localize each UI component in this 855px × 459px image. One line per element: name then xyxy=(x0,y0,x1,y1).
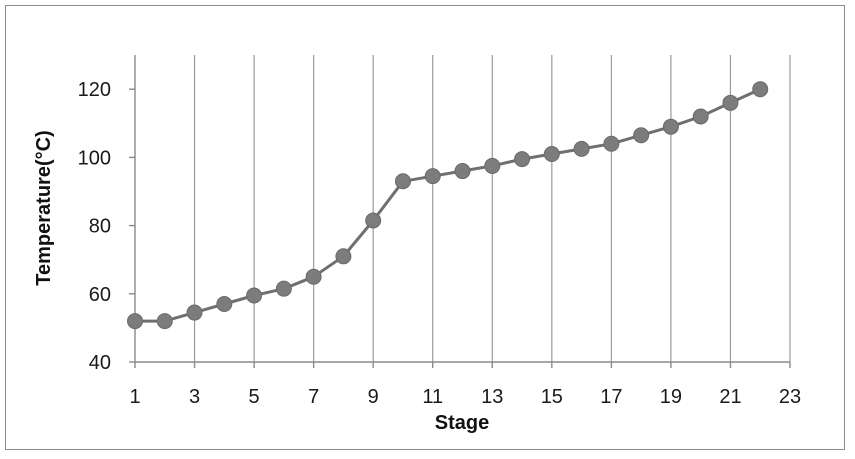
x-tick-label: 5 xyxy=(249,386,260,408)
axes xyxy=(129,55,791,368)
data-point xyxy=(633,127,650,144)
data-point xyxy=(752,81,769,98)
x-tick-label: 9 xyxy=(368,386,379,408)
data-point xyxy=(246,287,263,304)
data-point xyxy=(662,118,679,135)
x-axis-title: Stage xyxy=(435,412,489,434)
data-point xyxy=(573,140,590,157)
data-point xyxy=(722,94,739,111)
x-tick-label: 3 xyxy=(189,386,200,408)
y-tick-label: 60 xyxy=(89,284,111,306)
data-point xyxy=(186,304,203,321)
y-tick-label: 40 xyxy=(89,352,111,374)
data-point xyxy=(543,145,560,162)
x-tick-label: 11 xyxy=(422,386,443,408)
x-tick-label: 1 xyxy=(129,386,140,408)
x-tick-label: 23 xyxy=(779,386,801,408)
data-point xyxy=(484,157,501,174)
y-tick-label: 80 xyxy=(89,216,111,238)
chart-frame xyxy=(5,5,845,450)
data-point xyxy=(514,151,531,168)
data-point xyxy=(127,313,143,330)
data-point xyxy=(156,313,173,330)
x-tick-label: 17 xyxy=(600,386,622,408)
data-point xyxy=(365,212,382,229)
x-tick-label: 21 xyxy=(719,386,741,408)
x-tick-label: 15 xyxy=(541,386,563,408)
data-point xyxy=(394,173,411,190)
gridlines xyxy=(193,55,791,362)
x-tick-label: 7 xyxy=(308,386,319,408)
data-point xyxy=(305,268,322,285)
data-point xyxy=(454,163,471,180)
x-tick-label: 19 xyxy=(660,386,682,408)
data-point xyxy=(216,296,233,313)
y-tick-label: 100 xyxy=(78,147,111,169)
series xyxy=(127,81,769,330)
data-point xyxy=(335,248,352,265)
data-point xyxy=(603,135,620,152)
y-tick-label: 120 xyxy=(78,79,111,101)
data-point xyxy=(275,280,292,297)
data-point xyxy=(424,168,441,185)
y-axis-title: Temperature(°C) xyxy=(33,130,55,285)
x-tick-label: 13 xyxy=(481,386,503,408)
series-line xyxy=(135,87,761,323)
data-point xyxy=(692,108,709,125)
